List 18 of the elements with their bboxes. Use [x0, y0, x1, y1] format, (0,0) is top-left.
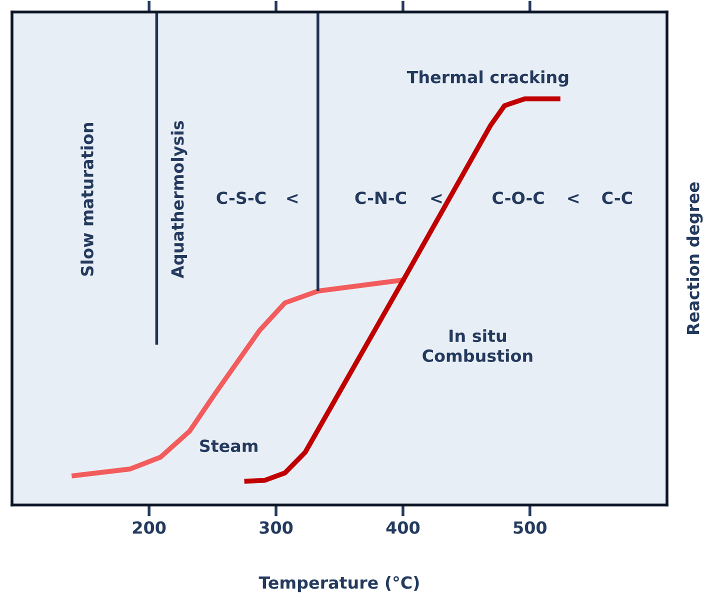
annotation: C-C — [602, 192, 632, 204]
annotation: In situ Combustion — [422, 329, 532, 362]
x-tick-label: 200 — [133, 521, 166, 534]
annotation: Slow maturation — [80, 123, 94, 276]
annotation: < — [568, 194, 579, 204]
annotation: C-S-C — [216, 192, 266, 204]
annotation: < — [431, 194, 442, 204]
x-tick-label: 500 — [514, 521, 547, 534]
annotation: C-N-C — [355, 192, 406, 204]
x-tick-label: 400 — [386, 521, 420, 534]
annotation: Thermal cracking — [406, 70, 568, 87]
x-axis-title: Temperature (°C) — [258, 576, 419, 592]
annotation: Aquathermolysis — [170, 121, 188, 278]
x-tick-label: 300 — [260, 521, 293, 534]
annotation: Steam — [200, 440, 258, 452]
y-axis-title: Reaction degree — [686, 182, 703, 334]
annotation: < — [287, 194, 298, 204]
annotation: C-O-C — [492, 192, 544, 204]
